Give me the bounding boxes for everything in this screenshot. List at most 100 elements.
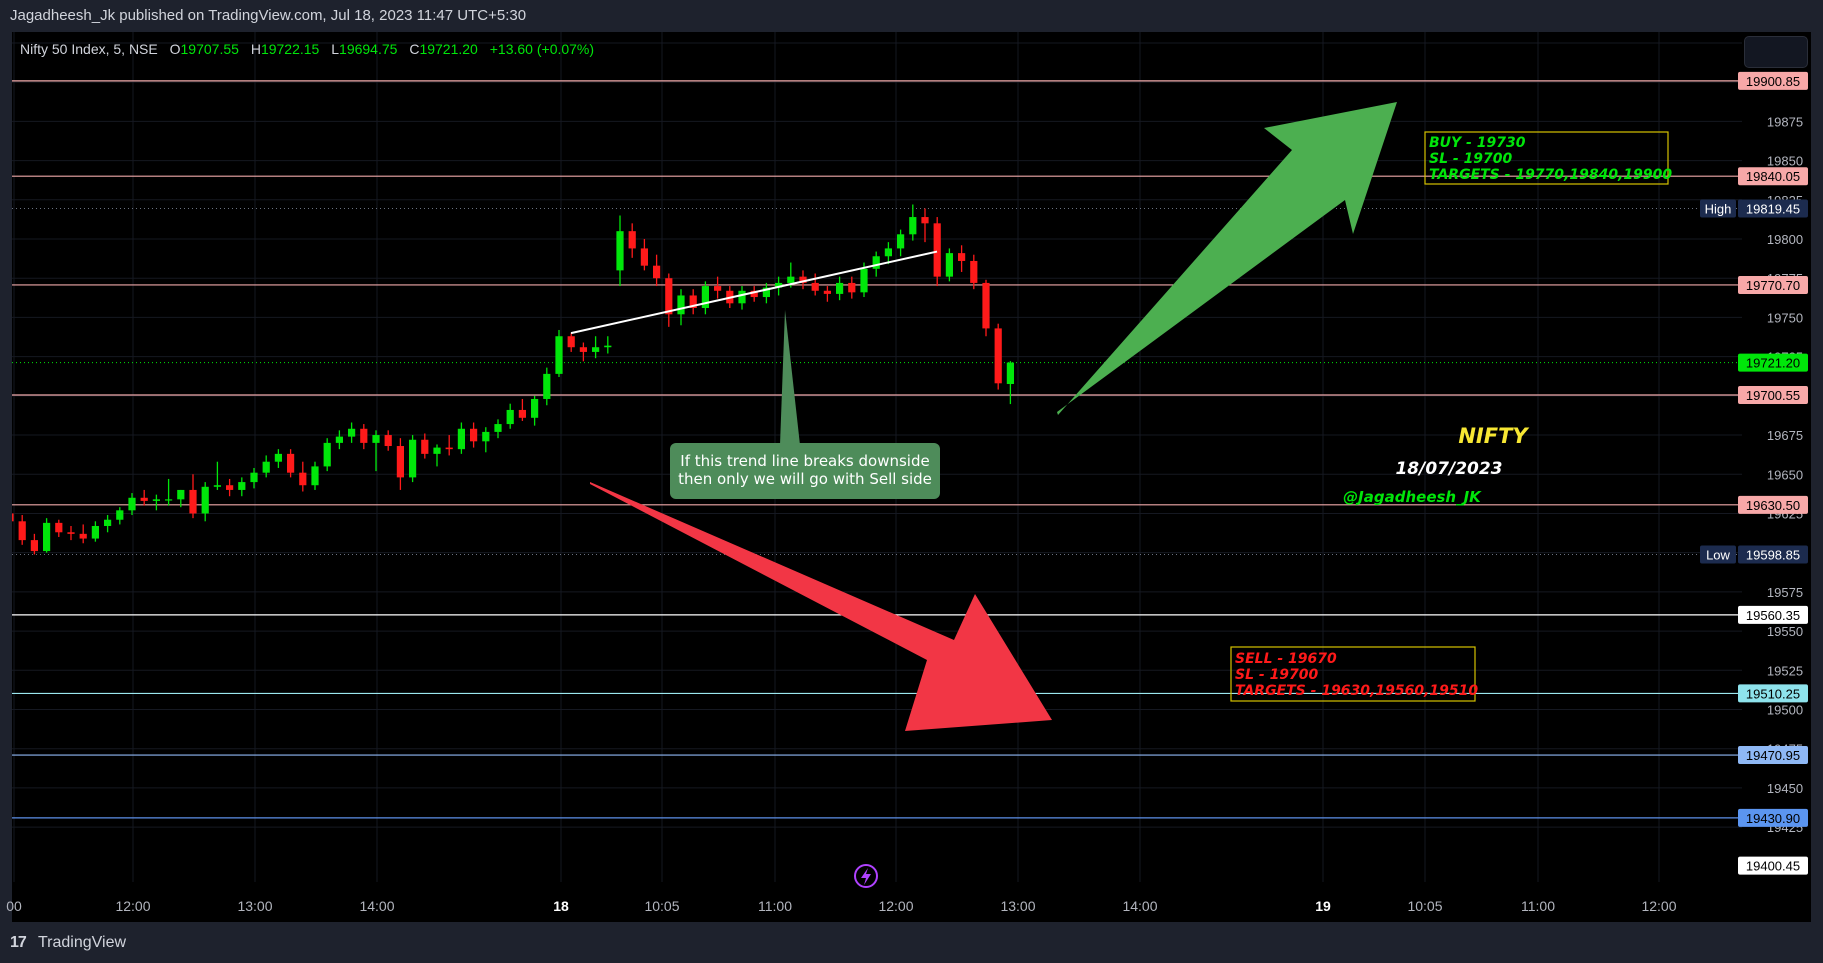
candle-2 — [30, 533, 38, 555]
note-pointer — [780, 310, 800, 445]
scale-button[interactable] — [1744, 36, 1808, 68]
candle-50 — [616, 215, 624, 287]
open-label: O — [169, 41, 181, 57]
candle-37 — [457, 422, 465, 454]
candle-78 — [958, 245, 966, 272]
candle-76 — [933, 217, 941, 287]
chart-date[interactable]: 18/07/2023 — [1395, 459, 1502, 479]
level-label-1-box — [1738, 167, 1808, 186]
x-tick-9: 14:00 — [1122, 898, 1157, 914]
footer: 17 TradingView — [0, 922, 1823, 963]
candle-3 — [43, 518, 51, 553]
candle-47 — [579, 342, 587, 362]
candle-66 — [811, 273, 819, 296]
time-axis[interactable]: 00 12:00 13:00 14:00 18 10:05 11:00 12:00 13:00 1… — [6, 882, 1742, 922]
x-tick-1: 12:00 — [115, 898, 150, 914]
candle-6 — [79, 524, 87, 544]
y-tick-16: 19525 — [1767, 663, 1803, 678]
candle-18 — [226, 478, 234, 497]
candle-22 — [274, 449, 282, 468]
marker-value-box-high — [1738, 199, 1808, 218]
candle-81 — [994, 323, 1002, 390]
candle-61 — [750, 286, 758, 302]
level-label-3: 19700.55 — [1746, 388, 1800, 403]
symbol-label[interactable]: Nifty 50 Index, 5, NSE — [20, 41, 158, 57]
chart-title-nifty[interactable]: NIFTY — [1458, 424, 1529, 448]
low-label: L — [331, 41, 340, 57]
x-tick-13: 12:00 — [1641, 898, 1676, 914]
candle-79 — [970, 254, 978, 290]
publish-line: Jagadheesh_Jk published on TradingView.c… — [10, 7, 527, 24]
low-value: 19694.75 — [339, 41, 398, 57]
lightning-icon[interactable] — [854, 864, 878, 888]
x-tick-12: 11:00 — [1521, 898, 1555, 914]
candle-35 — [433, 444, 441, 467]
tradingview-logo-icon[interactable]: 17 — [10, 934, 27, 951]
candle-11 — [140, 489, 148, 506]
candle-57 — [701, 281, 709, 315]
red-down-arrow[interactable] — [590, 482, 1052, 731]
note-line-2: then only we will go with Sell side — [678, 470, 932, 488]
drawings[interactable]: If this trend line breaks downside then … — [570, 102, 1672, 731]
level-label-8-box — [1738, 808, 1808, 827]
tradingview-brand[interactable]: TradingView — [38, 934, 127, 951]
candle-38 — [470, 422, 478, 448]
candle-23 — [287, 449, 295, 478]
candle-72 — [884, 242, 892, 265]
candle-45 — [555, 329, 563, 378]
x-tick-11: 10:05 — [1407, 898, 1442, 914]
high-label: H — [250, 41, 261, 57]
green-up-arrow[interactable] — [1057, 102, 1397, 415]
trend-note[interactable]: If this trend line breaks downside then … — [670, 310, 940, 499]
candle-77 — [945, 248, 953, 282]
level-label-0: 19900.85 — [1746, 74, 1800, 89]
level-label-6: 19510.25 — [1746, 686, 1800, 701]
candle-27 — [335, 430, 343, 450]
note-box — [670, 443, 940, 499]
y-tick-17: 19500 — [1767, 702, 1803, 717]
marker-tag-low: Low — [1706, 547, 1730, 562]
candle-80 — [982, 279, 990, 337]
candle-12 — [152, 494, 160, 511]
candle-0 — [12, 513, 14, 522]
candle-56 — [689, 289, 697, 315]
time-axis-bg — [12, 882, 1742, 922]
candle-41 — [506, 403, 514, 429]
level-label-3-box — [1738, 385, 1808, 404]
price-axis[interactable]: 1992519900198751985019825198001977519750… — [1700, 32, 1811, 882]
note-line-1: If this trend line breaks downside — [680, 452, 929, 470]
x-tick-10: 19 — [1315, 898, 1331, 914]
candle-1 — [18, 515, 26, 545]
open-value: 19707.55 — [180, 41, 239, 57]
level-label-0-box — [1738, 71, 1808, 90]
level-label-8: 19430.90 — [1746, 811, 1800, 826]
buy-stoploss: SL - 19700 — [1429, 151, 1513, 167]
buy-box[interactable]: BUY - 19730 SL - 19700 TARGETS - 19770,1… — [1424, 131, 1672, 185]
candle-48 — [592, 336, 600, 359]
candle-51 — [628, 223, 636, 258]
candle-39 — [482, 427, 490, 453]
candle-46 — [567, 333, 575, 352]
candle-17 — [213, 461, 221, 490]
y-tick-3: 19850 — [1767, 154, 1803, 169]
candle-31 — [384, 430, 392, 451]
close-value: 19721.20 — [419, 41, 478, 57]
level-label-5: 19560.35 — [1746, 608, 1800, 623]
last-price-label: 19721.20 — [1746, 356, 1800, 371]
candle-30 — [372, 430, 380, 472]
sell-box[interactable]: SELL - 19670 SL - 19700 TARGETS - 19630,… — [1230, 646, 1478, 702]
candle-9 — [116, 507, 124, 525]
candle-26 — [323, 438, 331, 472]
level-label-6-box — [1738, 684, 1808, 703]
candle-10 — [128, 493, 136, 516]
level-label-7-box — [1738, 746, 1808, 765]
candle-24 — [299, 461, 307, 492]
candle-43 — [531, 395, 539, 426]
author-handle[interactable]: @Jagadheesh_JK — [1343, 488, 1482, 506]
high-value: 19722.15 — [260, 41, 320, 57]
marker-value-low: 19598.85 — [1746, 547, 1800, 562]
level-label-7: 19470.95 — [1746, 748, 1800, 763]
trend-line[interactable] — [570, 250, 938, 335]
candle-54 — [665, 273, 673, 327]
